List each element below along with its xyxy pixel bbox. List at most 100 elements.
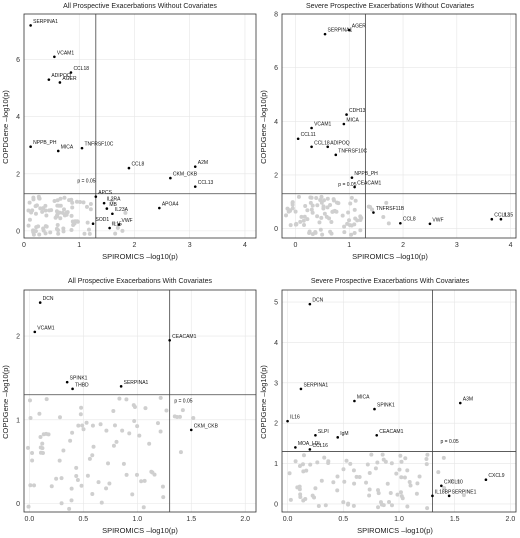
background-point (436, 470, 441, 475)
point-label: IL18BP (435, 489, 452, 495)
data-point (38, 301, 42, 304)
point-label: TNFRSF10C (85, 142, 114, 148)
background-point (90, 492, 95, 497)
background-point (315, 460, 320, 465)
point-label: MOA_LDL (298, 441, 322, 447)
x-tick-label: 3 (188, 242, 192, 249)
data-point (326, 145, 330, 149)
background-point (456, 479, 461, 484)
panel-severe-with-covariates: Severe Prospective Exacerbations With Co… (259, 278, 517, 535)
background-point (37, 411, 42, 416)
background-point (61, 229, 66, 234)
data-point (428, 222, 432, 226)
data-point (323, 32, 327, 36)
background-point (70, 200, 75, 205)
background-point (70, 430, 75, 435)
data-point (158, 206, 161, 210)
background-point (60, 210, 65, 215)
background-point (332, 208, 337, 213)
background-point (137, 433, 142, 438)
background-point (85, 473, 90, 478)
data-point (353, 185, 356, 189)
background-point (134, 472, 139, 477)
point-label: AGER (62, 76, 77, 82)
point-label: SPINK1 (70, 376, 88, 382)
background-point (383, 459, 388, 464)
point-label: VCAM1 (314, 122, 331, 128)
background-point (442, 486, 447, 491)
background-point (32, 483, 37, 488)
panel-title: Severe Prospective Exacerbations With Co… (311, 278, 470, 285)
point-label: p = 0.05 (441, 439, 459, 445)
plot-frame (281, 289, 517, 513)
background-point (47, 208, 52, 213)
background-point (110, 198, 115, 203)
background-point (88, 207, 93, 212)
data-point (308, 448, 312, 451)
background-point (331, 480, 336, 485)
background-point (88, 202, 93, 207)
background-point (80, 423, 85, 428)
data-point (29, 24, 32, 27)
background-point (79, 483, 84, 488)
background-point (373, 466, 378, 471)
background-point (56, 231, 61, 236)
data-point (375, 434, 379, 437)
background-point (69, 213, 74, 218)
background-point (461, 493, 466, 498)
background-point (106, 461, 111, 466)
background-point (56, 203, 61, 208)
background-point (414, 491, 419, 496)
background-point (384, 200, 389, 205)
background-point (84, 420, 89, 425)
background-point (425, 452, 430, 457)
background-point (305, 217, 310, 222)
background-point (297, 487, 302, 492)
background-point (402, 475, 407, 480)
y-axis-label: COPDGene –log10(p) (259, 90, 268, 164)
background-point (353, 198, 358, 203)
point-label: AGER (352, 24, 367, 30)
x-tick-label: 2.0 (506, 516, 516, 523)
background-point (86, 227, 91, 232)
data-point (286, 419, 289, 423)
background-point (294, 221, 299, 226)
y-tick-label: 6 (274, 65, 278, 72)
background-point (367, 487, 372, 492)
background-point (342, 224, 347, 229)
background-point (44, 397, 49, 402)
background-point (310, 493, 315, 498)
point-label: ADIPOQ (51, 73, 71, 79)
background-point (90, 423, 95, 428)
background-point (180, 408, 185, 413)
data-point (308, 302, 312, 306)
background-point (55, 223, 60, 228)
panel-title: All Prospective Exacerbations Without Co… (63, 3, 217, 10)
point-label: MICA (61, 144, 74, 150)
point-label: CEACAM1 (172, 334, 196, 340)
background-point (142, 478, 147, 483)
background-point (75, 478, 80, 483)
background-point (62, 207, 67, 212)
background-point (44, 213, 49, 218)
background-point (79, 405, 84, 410)
background-point (288, 223, 293, 228)
background-point (87, 231, 92, 236)
point-label: IL15 (112, 222, 122, 228)
background-point (336, 201, 341, 206)
background-point (298, 494, 303, 499)
data-point (33, 330, 37, 334)
background-point (322, 455, 327, 460)
background-point (347, 218, 352, 223)
data-point (347, 28, 351, 32)
point-label: VWF (432, 217, 443, 223)
point-label: SERPINA1 (33, 19, 58, 25)
background-point (328, 229, 333, 234)
data-point (350, 176, 354, 179)
data-point (91, 222, 95, 226)
data-point (47, 78, 51, 81)
data-point (373, 407, 376, 411)
background-point (424, 462, 429, 467)
background-point (352, 207, 357, 212)
background-point (59, 501, 64, 506)
